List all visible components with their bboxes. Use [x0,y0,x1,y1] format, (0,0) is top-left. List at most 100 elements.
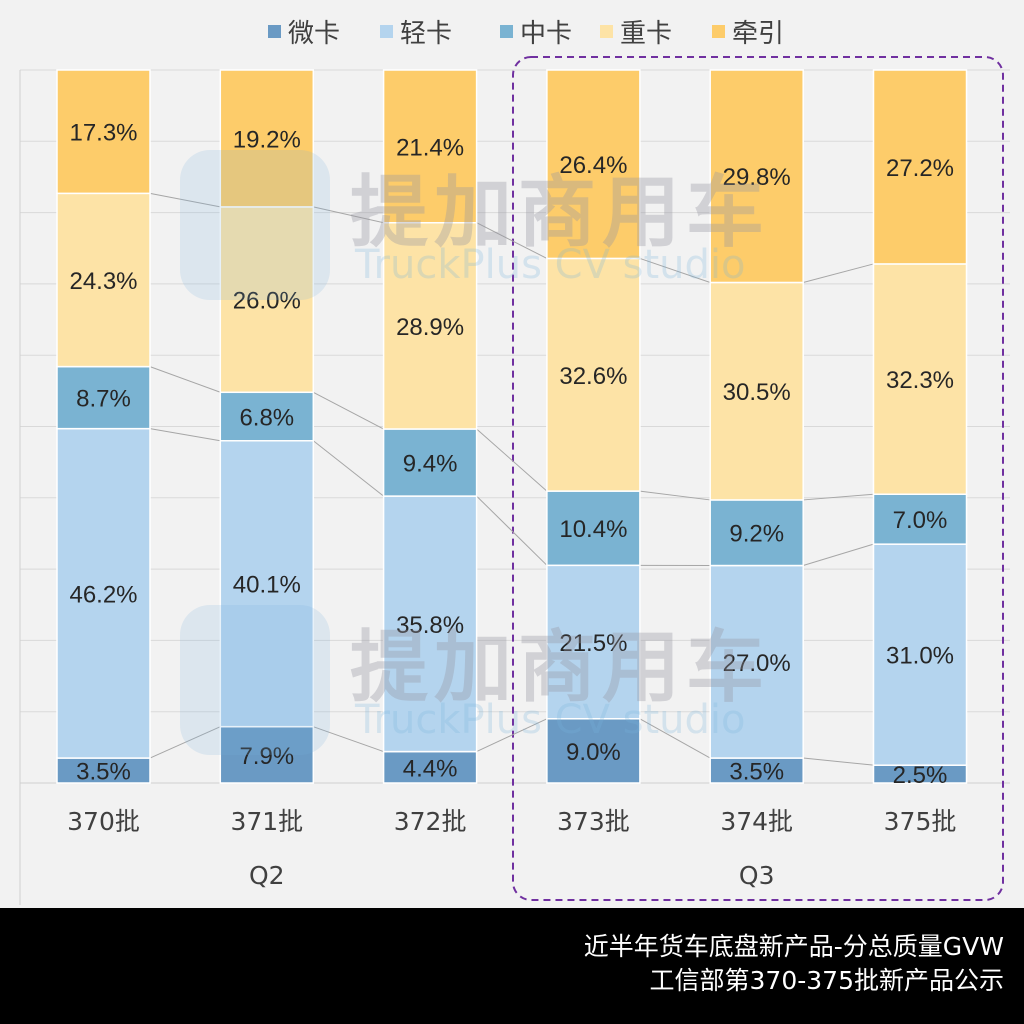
legend-swatch [600,25,613,38]
data-label: 21.4% [396,134,464,161]
x-tick-label: 375批 [884,807,957,836]
series-connector-line [803,493,874,501]
data-label: 24.3% [69,268,137,295]
data-label: 26.0% [233,288,301,315]
bar-segment [382,221,478,430]
bar-segment [219,206,315,394]
series-connector-line [639,257,711,283]
series-connector-line [149,428,221,442]
data-label: 9.4% [403,451,458,478]
stacked-bar-chart: 3.5% 46.2% 8.7% 24.3% 17.3% 370批 7.9% 40.1% 6.8%… [19,19,1010,905]
series-connector-line [476,428,548,492]
data-label: 8.7% [76,386,131,413]
footer: 近半年货车底盘新产品-分总质量GVW 工信部第370-375批新产品公示 [0,908,1024,1024]
series-connector-line [313,726,384,753]
data-label: 32.6% [559,363,627,390]
data-label: 4.4% [403,755,458,782]
data-label: 9.0% [566,739,621,766]
data-label: 31.0% [886,643,954,670]
series-connector-line [639,490,711,501]
series-connector-line [149,366,221,393]
bar-segment [709,564,804,759]
bar-segment [382,69,478,224]
data-label: 28.9% [396,314,464,341]
data-label: 7.9% [239,743,294,770]
bar-segment [709,757,804,784]
data-label: 30.5% [723,379,791,406]
legend-label: 牵引 [732,19,784,49]
series-connector-line [149,726,221,759]
bar-segment [546,69,641,260]
series-connector-line [313,206,384,224]
highlight-box [512,56,1004,901]
series-connector-line [476,718,548,753]
data-label: 17.3% [69,120,137,147]
legend-swatch [712,25,725,38]
bar-segment [546,564,641,720]
bar-segment [546,718,641,784]
bar-segment [382,495,478,753]
series-connector-line [803,543,874,567]
data-label: 35.8% [396,612,464,639]
x-tick-label: 370批 [67,807,140,836]
footer-title: 近半年货车底盘新产品-分总质量GVW [583,932,1004,961]
bar-segment [546,257,641,492]
series-connector-line [803,757,874,766]
bar-segment [546,490,641,567]
bar-segment [709,69,804,284]
bar-segment [872,69,968,265]
bar-segment [219,391,315,442]
legend-swatch [380,25,393,38]
series-connector-line [476,222,548,259]
data-label: 19.2% [233,126,301,153]
legend-label: 重卡 [620,19,672,49]
data-label: 9.2% [729,521,784,548]
bar-segment [219,69,315,208]
bar-segment [872,263,968,495]
data-label: 21.5% [559,630,627,657]
group-label: Q3 [739,861,775,890]
bar-segment [872,543,968,766]
data-label: 7.0% [893,507,948,534]
bar-segment [382,750,478,784]
legend-swatch [268,25,281,38]
data-label: 40.1% [233,572,301,599]
series-connector-line [149,192,221,208]
series-connector-line [476,495,548,566]
bar-segment [56,757,151,784]
bar-segment [56,365,151,430]
bar-segment [382,428,478,497]
data-label: 3.5% [729,759,784,786]
data-label: 2.5% [893,762,948,789]
bar-segment [56,427,151,759]
bar-segment [56,69,151,195]
data-label: 29.8% [723,164,791,191]
data-label: 26.4% [559,152,627,179]
series-connector-line [639,718,711,759]
data-label: 32.3% [886,367,954,394]
footer-source: 工信部第370-375批新产品公示 [649,966,1004,995]
x-tick-label: 371批 [230,807,303,836]
data-label: 10.4% [559,516,627,543]
legend-label: 微卡 [288,19,340,49]
bar-segment [219,440,315,728]
data-label: 3.5% [76,759,131,786]
x-tick-label: 372批 [394,807,467,836]
x-tick-label: 373批 [557,807,630,836]
data-label: 27.2% [886,155,954,182]
data-label: 27.0% [723,650,791,677]
data-label: 6.8% [239,405,294,432]
group-label: Q2 [249,861,285,890]
bar-segment [872,493,968,545]
bar-segment [56,192,151,368]
x-tick-label: 374批 [720,807,793,836]
legend-swatch [500,25,513,38]
series-connector-line [803,263,874,283]
bar-segment [709,499,804,567]
series-connector-line [312,440,384,497]
legend-label: 轻卡 [400,19,452,49]
legend-label: 中卡 [520,19,572,49]
bar-segment [709,281,804,501]
data-label: 46.2% [69,581,137,608]
series-connector-line [313,391,384,430]
